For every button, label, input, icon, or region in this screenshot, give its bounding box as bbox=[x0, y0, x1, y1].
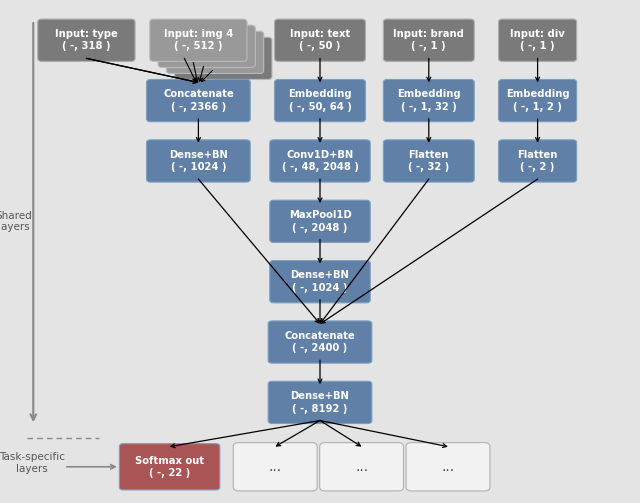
FancyBboxPatch shape bbox=[275, 19, 365, 61]
Text: Flatten
( -, 2 ): Flatten ( -, 2 ) bbox=[517, 150, 558, 172]
FancyBboxPatch shape bbox=[383, 140, 474, 182]
FancyBboxPatch shape bbox=[383, 19, 474, 61]
FancyBboxPatch shape bbox=[119, 444, 220, 490]
FancyBboxPatch shape bbox=[268, 381, 372, 424]
Text: Conv1D+BN
( -, 48, 2048 ): Conv1D+BN ( -, 48, 2048 ) bbox=[282, 150, 358, 172]
Text: Input: type
( -, 318 ): Input: type ( -, 318 ) bbox=[55, 29, 118, 51]
Text: Embedding
( -, 1, 32 ): Embedding ( -, 1, 32 ) bbox=[397, 90, 461, 112]
Text: Concatenate
( -, 2400 ): Concatenate ( -, 2400 ) bbox=[285, 331, 355, 353]
FancyBboxPatch shape bbox=[38, 19, 135, 61]
FancyBboxPatch shape bbox=[234, 443, 317, 491]
Text: Dense+BN
( -, 8192 ): Dense+BN ( -, 8192 ) bbox=[291, 391, 349, 413]
FancyBboxPatch shape bbox=[147, 79, 250, 122]
Text: Input: img 4
( -, 512 ): Input: img 4 ( -, 512 ) bbox=[164, 29, 233, 51]
Text: Input: text
( -, 50 ): Input: text ( -, 50 ) bbox=[290, 29, 350, 51]
FancyBboxPatch shape bbox=[268, 321, 372, 363]
Text: Dense+BN
( -, 1024 ): Dense+BN ( -, 1024 ) bbox=[291, 271, 349, 293]
FancyBboxPatch shape bbox=[147, 140, 250, 182]
FancyBboxPatch shape bbox=[270, 140, 370, 182]
FancyBboxPatch shape bbox=[499, 19, 577, 61]
Text: Flatten
( -, 32 ): Flatten ( -, 32 ) bbox=[408, 150, 449, 172]
Text: Input: div
( -, 1 ): Input: div ( -, 1 ) bbox=[510, 29, 565, 51]
Text: Embedding
( -, 1, 2 ): Embedding ( -, 1, 2 ) bbox=[506, 90, 570, 112]
Text: Embedding
( -, 50, 64 ): Embedding ( -, 50, 64 ) bbox=[288, 90, 352, 112]
Text: ...: ... bbox=[442, 460, 454, 474]
Text: ...: ... bbox=[355, 460, 368, 474]
FancyBboxPatch shape bbox=[406, 443, 490, 491]
Text: Concatenate
( -, 2366 ): Concatenate ( -, 2366 ) bbox=[163, 90, 234, 112]
Text: Shared
layers: Shared layers bbox=[0, 211, 33, 232]
Text: Input: brand
( -, 1 ): Input: brand ( -, 1 ) bbox=[394, 29, 464, 51]
Text: Task-specific
layers: Task-specific layers bbox=[0, 452, 65, 473]
Text: MaxPool1D
( -, 2048 ): MaxPool1D ( -, 2048 ) bbox=[289, 210, 351, 232]
FancyBboxPatch shape bbox=[319, 443, 404, 491]
FancyBboxPatch shape bbox=[275, 79, 365, 122]
FancyBboxPatch shape bbox=[158, 25, 255, 67]
FancyBboxPatch shape bbox=[175, 37, 272, 79]
Text: Dense+BN
( -, 1024 ): Dense+BN ( -, 1024 ) bbox=[169, 150, 228, 172]
Text: ...: ... bbox=[269, 460, 282, 474]
FancyBboxPatch shape bbox=[270, 261, 370, 303]
FancyBboxPatch shape bbox=[383, 79, 474, 122]
FancyBboxPatch shape bbox=[499, 140, 577, 182]
Text: Softmax out
( -, 22 ): Softmax out ( -, 22 ) bbox=[135, 456, 204, 478]
FancyBboxPatch shape bbox=[499, 79, 577, 122]
FancyBboxPatch shape bbox=[270, 200, 370, 242]
FancyBboxPatch shape bbox=[166, 31, 264, 73]
FancyBboxPatch shape bbox=[150, 19, 247, 61]
